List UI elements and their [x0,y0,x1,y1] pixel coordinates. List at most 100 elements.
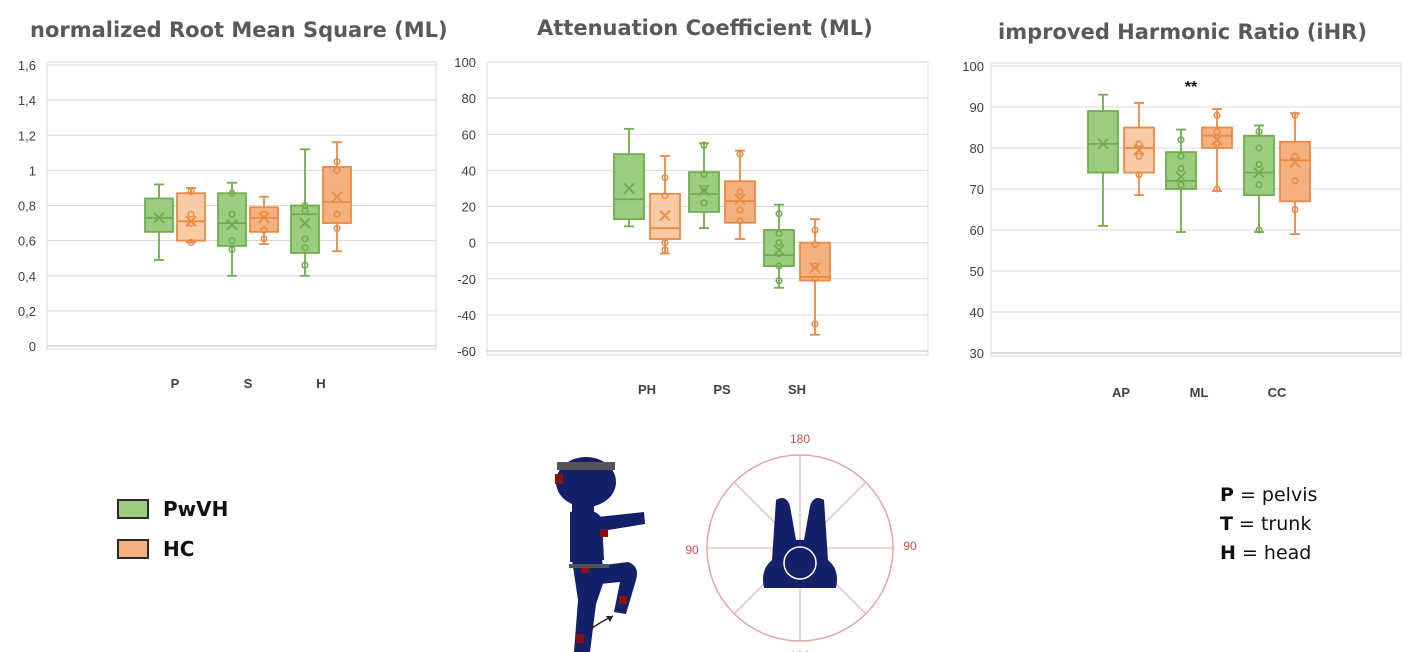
data-point [1213,111,1221,119]
key-trunk: T = trunk [1220,513,1311,535]
box-pwvh-ml [1165,128,1197,233]
data-point [301,244,309,252]
data-point [228,245,236,253]
data-point [775,239,783,247]
data-point [661,192,669,200]
head-band [555,462,615,484]
box-hc-sh [799,218,831,336]
y-tick-label: 100 [454,55,476,70]
data-point [736,217,744,225]
mean-marker [809,262,821,274]
legend-label-hc: HC [163,537,195,561]
mean-marker [659,209,671,222]
y-tick-label: 100 [962,59,984,74]
key-head-text: = head [1235,542,1312,564]
key-pelvis: P = pelvis [1220,484,1317,506]
data-point [1255,128,1263,136]
data-point [1177,181,1185,189]
box-iqr [799,241,831,282]
data-point [736,150,744,158]
sensor-markers [576,529,627,643]
mean-marker [299,217,311,229]
data-point [700,184,708,192]
ihr-box-chart: 30 40 50 60 70 80 90 100 AP ML CC ** [962,59,1402,400]
x-tick-label: SH [788,382,806,397]
data-point [1177,164,1185,173]
legend-item-pwvh: PwVH [117,497,228,521]
data-point [260,226,268,234]
data-point [1255,144,1263,152]
attenuation-box-chart: -60 -40 -20 0 20 40 60 80 100 PH PS SH [454,55,929,397]
box-pwvh-ph [613,127,645,228]
mean-marker [1097,138,1109,150]
y-tick-label: 90 [970,100,984,115]
mean-marker [331,191,343,203]
box-iqr [1279,140,1311,203]
data-point [700,199,708,207]
y-tick-label: 0 [469,236,476,251]
y-tick-label: 0,4 [18,269,36,284]
mean-marker [734,193,746,205]
y-tick-label: -60 [457,344,476,359]
mean-marker [1133,144,1145,156]
data-point [260,210,268,218]
data-point [775,249,783,258]
y-tick-label: 80 [970,141,984,156]
significance-annotation: ** [1185,79,1198,96]
box-pwvh-ps [688,141,720,230]
x-tick-label: P [171,376,180,391]
x-tick-label: S [244,376,253,391]
data-point [700,141,708,149]
box-iqr [144,197,174,233]
mean-marker [623,182,635,195]
data-point [1213,128,1221,136]
data-point [187,238,195,246]
y-tick-label: 40 [462,163,476,178]
box-pwvh-sh [763,203,795,289]
sensor-illustration: 180 90 90 180 [555,432,917,652]
data-point [333,210,341,218]
box-hc-s [249,195,279,246]
plot-frame [990,62,1402,357]
nrms-box-chart: 0 0,2 0,4 0,6 0,8 1 1,2 1,4 1,6 P S H [18,58,437,391]
data-point [811,275,819,283]
y-tick-label: 20 [462,200,476,215]
key-head-abbr: H [1220,542,1236,564]
data-point [775,277,783,285]
mean-marker [185,215,197,227]
compass-label-right: 90 [903,539,917,553]
data-point [1291,177,1299,185]
data-point [661,246,669,254]
chart2-title: Attenuation Coefficient (ML) [537,16,873,40]
mean-marker [1253,166,1265,179]
data-point [811,240,819,248]
data-point [1291,152,1299,160]
compass-label-left: 90 [685,543,699,557]
data-point [301,201,309,210]
top-view-person [763,498,837,588]
data-point [736,188,744,196]
pelvis-belt [569,564,609,568]
y-tick-label: -20 [457,272,476,287]
y-tick-label: 1,6 [18,58,36,73]
motion-arrow-head [606,616,613,622]
data-point [700,170,708,178]
chart1-title: normalized Root Mean Square (ML) [30,18,448,42]
data-point [1213,185,1221,193]
data-point [1135,140,1143,148]
data-point [187,187,195,195]
data-point [1135,152,1143,160]
y-tick-label: -40 [457,308,476,323]
data-point [1255,160,1263,168]
box-iqr [1087,110,1119,174]
legend-swatch-hc [117,539,149,559]
data-point [187,219,195,227]
box-hc-ps [724,149,756,240]
box-pwvh-p [144,183,174,261]
data-point [1291,111,1299,119]
data-point [736,206,744,214]
box-pwvh-h [290,148,320,277]
y-tick-label: 1,2 [18,128,36,143]
chart3-title: improved Harmonic Ratio (iHR) [998,20,1367,44]
box-hc-p [176,187,206,246]
